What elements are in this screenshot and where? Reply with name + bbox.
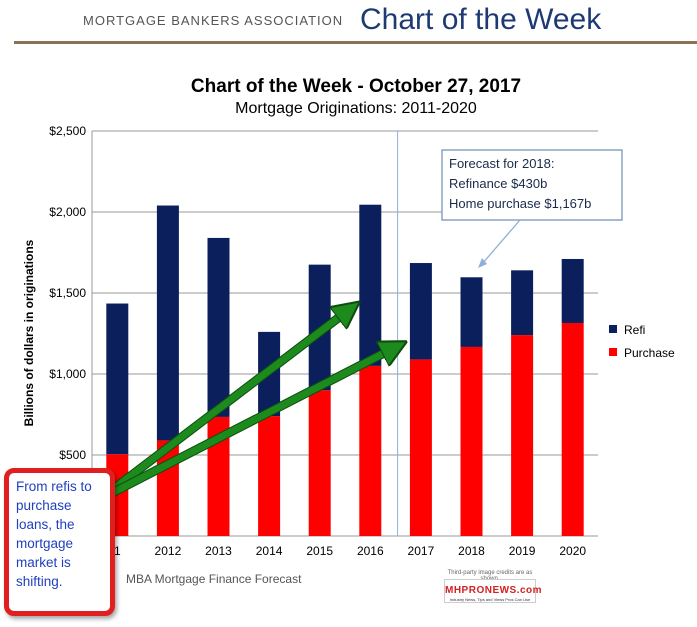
bar-refi-2012	[156, 205, 179, 441]
x-tick-label: 1	[114, 544, 121, 558]
x-tick-label: 2012	[155, 544, 182, 558]
logo-text: MHPRONEWS.com	[445, 585, 543, 596]
x-tick-label: 2015	[306, 544, 333, 558]
logo-tagline: Industry News, Tips and Views Pros Can U…	[449, 597, 531, 602]
chart-subtitle: Mortgage Originations: 2011-2020	[235, 100, 477, 117]
bar-purchase-2013	[207, 416, 230, 536]
annotation-pointer	[481, 219, 521, 265]
source-note: MBA Mortgage Finance Forecast	[126, 572, 302, 586]
annotation-line-3: Home purchase $1,167b	[449, 196, 591, 211]
y-tick-label: $2,000	[49, 205, 86, 219]
callout-box: From refis to purchase loans, the mortga…	[4, 468, 115, 616]
y-tick-label: $2,500	[49, 124, 86, 138]
x-tick-label: 2019	[509, 544, 536, 558]
legend: Refi Purchase	[609, 323, 675, 360]
header-divider	[14, 41, 697, 44]
trend-arrow-1	[109, 309, 350, 493]
x-tick-label: 2014	[256, 544, 283, 558]
bar-refi-2017	[409, 263, 432, 360]
bar-refi-2013	[207, 237, 230, 417]
trend-arrows	[109, 309, 396, 498]
y-tick-label: $1,500	[49, 286, 86, 300]
bar-purchase-2015	[308, 390, 331, 536]
bar-purchase-2016	[359, 365, 382, 536]
y-tick-label: $500	[59, 448, 86, 462]
bar-refi-2019	[511, 270, 534, 336]
x-tick-label: 2016	[357, 544, 384, 558]
bar-purchase-2018	[460, 346, 483, 536]
x-tick-label: 2020	[559, 544, 586, 558]
bar-refi-2016	[359, 204, 382, 366]
bar-purchase-2020	[561, 322, 584, 536]
annotation-box	[441, 149, 623, 221]
x-tick-label: 2017	[408, 544, 435, 558]
bar-purchase-2017	[409, 359, 432, 536]
legend-swatch-refi	[609, 325, 617, 333]
bar-purchase-2019	[511, 335, 534, 536]
chart-title: Chart of the Week - October 27, 2017	[191, 76, 521, 97]
y-axis-label: Billions of dollars in originations	[22, 239, 36, 426]
legend-label-refi: Refi	[624, 323, 645, 337]
bar-refi-2020	[561, 258, 584, 323]
legend-label-purchase: Purchase	[624, 346, 675, 360]
bar-refi-2018	[460, 277, 483, 347]
header-title: Chart of the Week	[360, 3, 602, 36]
annotation-line-1: Forecast for 2018:	[449, 156, 555, 171]
trend-arrow-2	[110, 347, 396, 497]
mhpronews-logo: MHPRONEWS.com Industry News, Tips and Vi…	[444, 579, 542, 603]
forecast-annotation: Forecast for 2018: Refinance $430b Home …	[441, 149, 623, 268]
bar-purchase-2014	[258, 416, 281, 536]
y-tick-label: $1,000	[49, 367, 86, 381]
header-org: MORTGAGE BANKERS ASSOCIATION	[83, 13, 344, 28]
legend-swatch-purchase	[609, 348, 617, 356]
x-tick-label: 2013	[205, 544, 232, 558]
mhpronews-badge: Third-party image credits are as shown. …	[440, 570, 542, 610]
annotation-pointer-head	[478, 258, 487, 268]
x-tick-label: 2018	[458, 544, 485, 558]
annotation-line-2: Refinance $430b	[449, 176, 547, 191]
callout-text: From refis to purchase loans, the mortga…	[16, 479, 92, 589]
bar-refi-1	[106, 303, 129, 455]
